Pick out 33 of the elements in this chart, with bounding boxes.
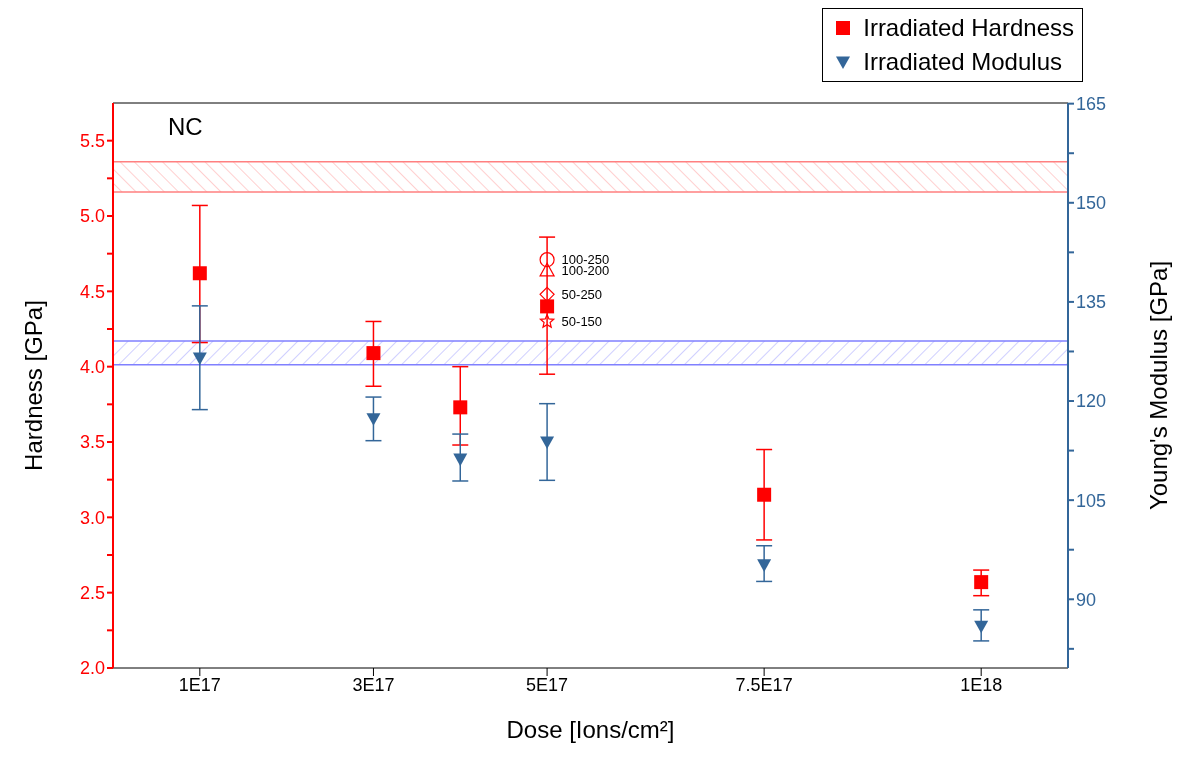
y-tick-label: 5.0 (79, 206, 105, 227)
point (540, 299, 555, 314)
y2-tick-label: 150 (1076, 193, 1107, 214)
y2-tick-label: 120 (1076, 391, 1107, 412)
y-tick-label: 3.5 (79, 432, 105, 453)
y2-axis-title: Young's Modulus [GPa] (1144, 260, 1172, 511)
point (192, 266, 207, 281)
y-tick-label: 2.5 (79, 583, 105, 604)
point (539, 313, 555, 328)
legend-label: Irradiated Hardness (863, 13, 1074, 43)
x-axis-title: Dose [Ions/cm²] (506, 716, 675, 743)
y-tick-label: 2.0 (79, 658, 105, 679)
data-label: 50-150 (561, 314, 603, 330)
y2-tick-label: 165 (1076, 94, 1107, 115)
annotation: NC (168, 113, 203, 141)
point (539, 286, 555, 302)
x-tick-label: 7.5E17 (735, 674, 793, 695)
y2-tick-label: 135 (1076, 292, 1107, 313)
legend-label: Irradiated Modulus (863, 47, 1062, 77)
y-tick-label: 3.0 (79, 507, 105, 528)
y-axis-title: Hardness [GPa] (19, 300, 47, 471)
y2-tick-label: 90 (1076, 589, 1097, 610)
point (539, 262, 555, 277)
y-tick-label: 5.5 (79, 131, 105, 152)
y2-tick-label: 105 (1076, 490, 1107, 511)
x-tick-label: 1E17 (178, 674, 221, 695)
x-tick-label: 1E18 (960, 674, 1003, 695)
point (539, 252, 555, 268)
x-tick-label: 5E17 (526, 674, 569, 695)
y-tick-label: 4.5 (79, 281, 105, 302)
data-label: 50-250 (561, 286, 603, 302)
y-tick-label: 4.0 (79, 357, 105, 378)
x-tick-label: 3E17 (352, 674, 395, 695)
